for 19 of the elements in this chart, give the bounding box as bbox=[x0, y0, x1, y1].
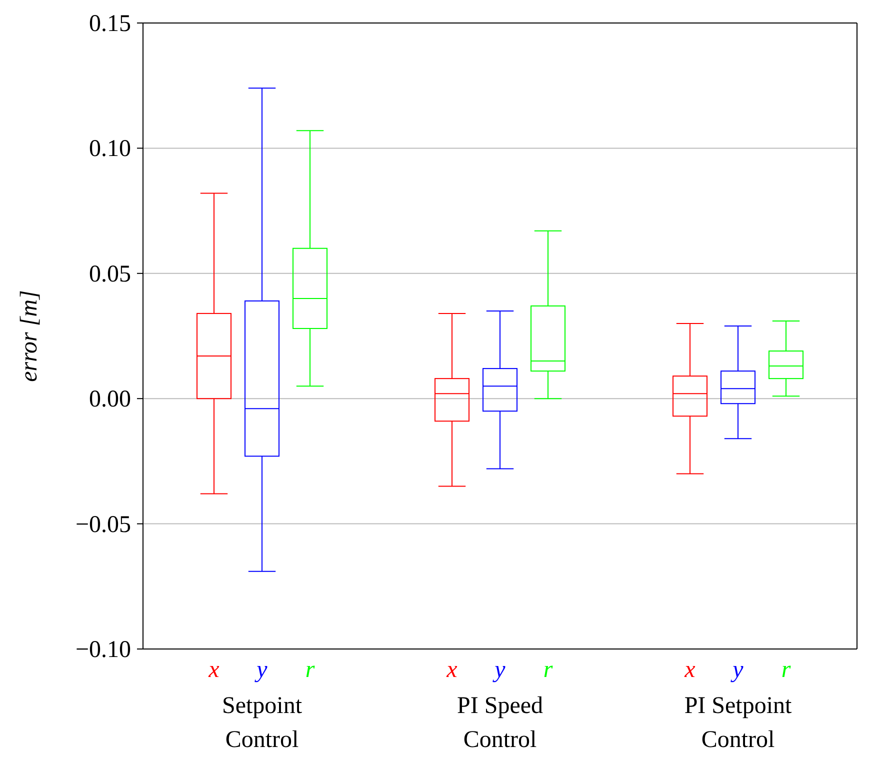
y-tick-label: 0.15 bbox=[89, 11, 131, 37]
text: x bbox=[208, 657, 220, 683]
y-tick-label: 0.05 bbox=[89, 261, 131, 288]
x-tick-label: PI Setpoint Control bbox=[684, 693, 792, 753]
text: y bbox=[494, 657, 506, 683]
y-tick-label: −0.05 bbox=[75, 512, 131, 538]
text: r bbox=[781, 657, 792, 683]
y-tick-label: 0.10 bbox=[89, 136, 131, 162]
y-tick-label: 0.00 bbox=[89, 386, 131, 413]
text: y bbox=[254, 657, 268, 683]
x-tick-label: Setpoint Control bbox=[222, 693, 302, 753]
text: r bbox=[543, 657, 553, 683]
text: x bbox=[446, 657, 458, 683]
text: r bbox=[305, 657, 315, 683]
text: x bbox=[684, 657, 696, 683]
y-axis-title: error [m] bbox=[16, 290, 43, 382]
y-tick-label: −0.10 bbox=[75, 637, 131, 663]
x-tick-label: PI Speed Control bbox=[457, 693, 543, 753]
text: y bbox=[732, 657, 744, 683]
